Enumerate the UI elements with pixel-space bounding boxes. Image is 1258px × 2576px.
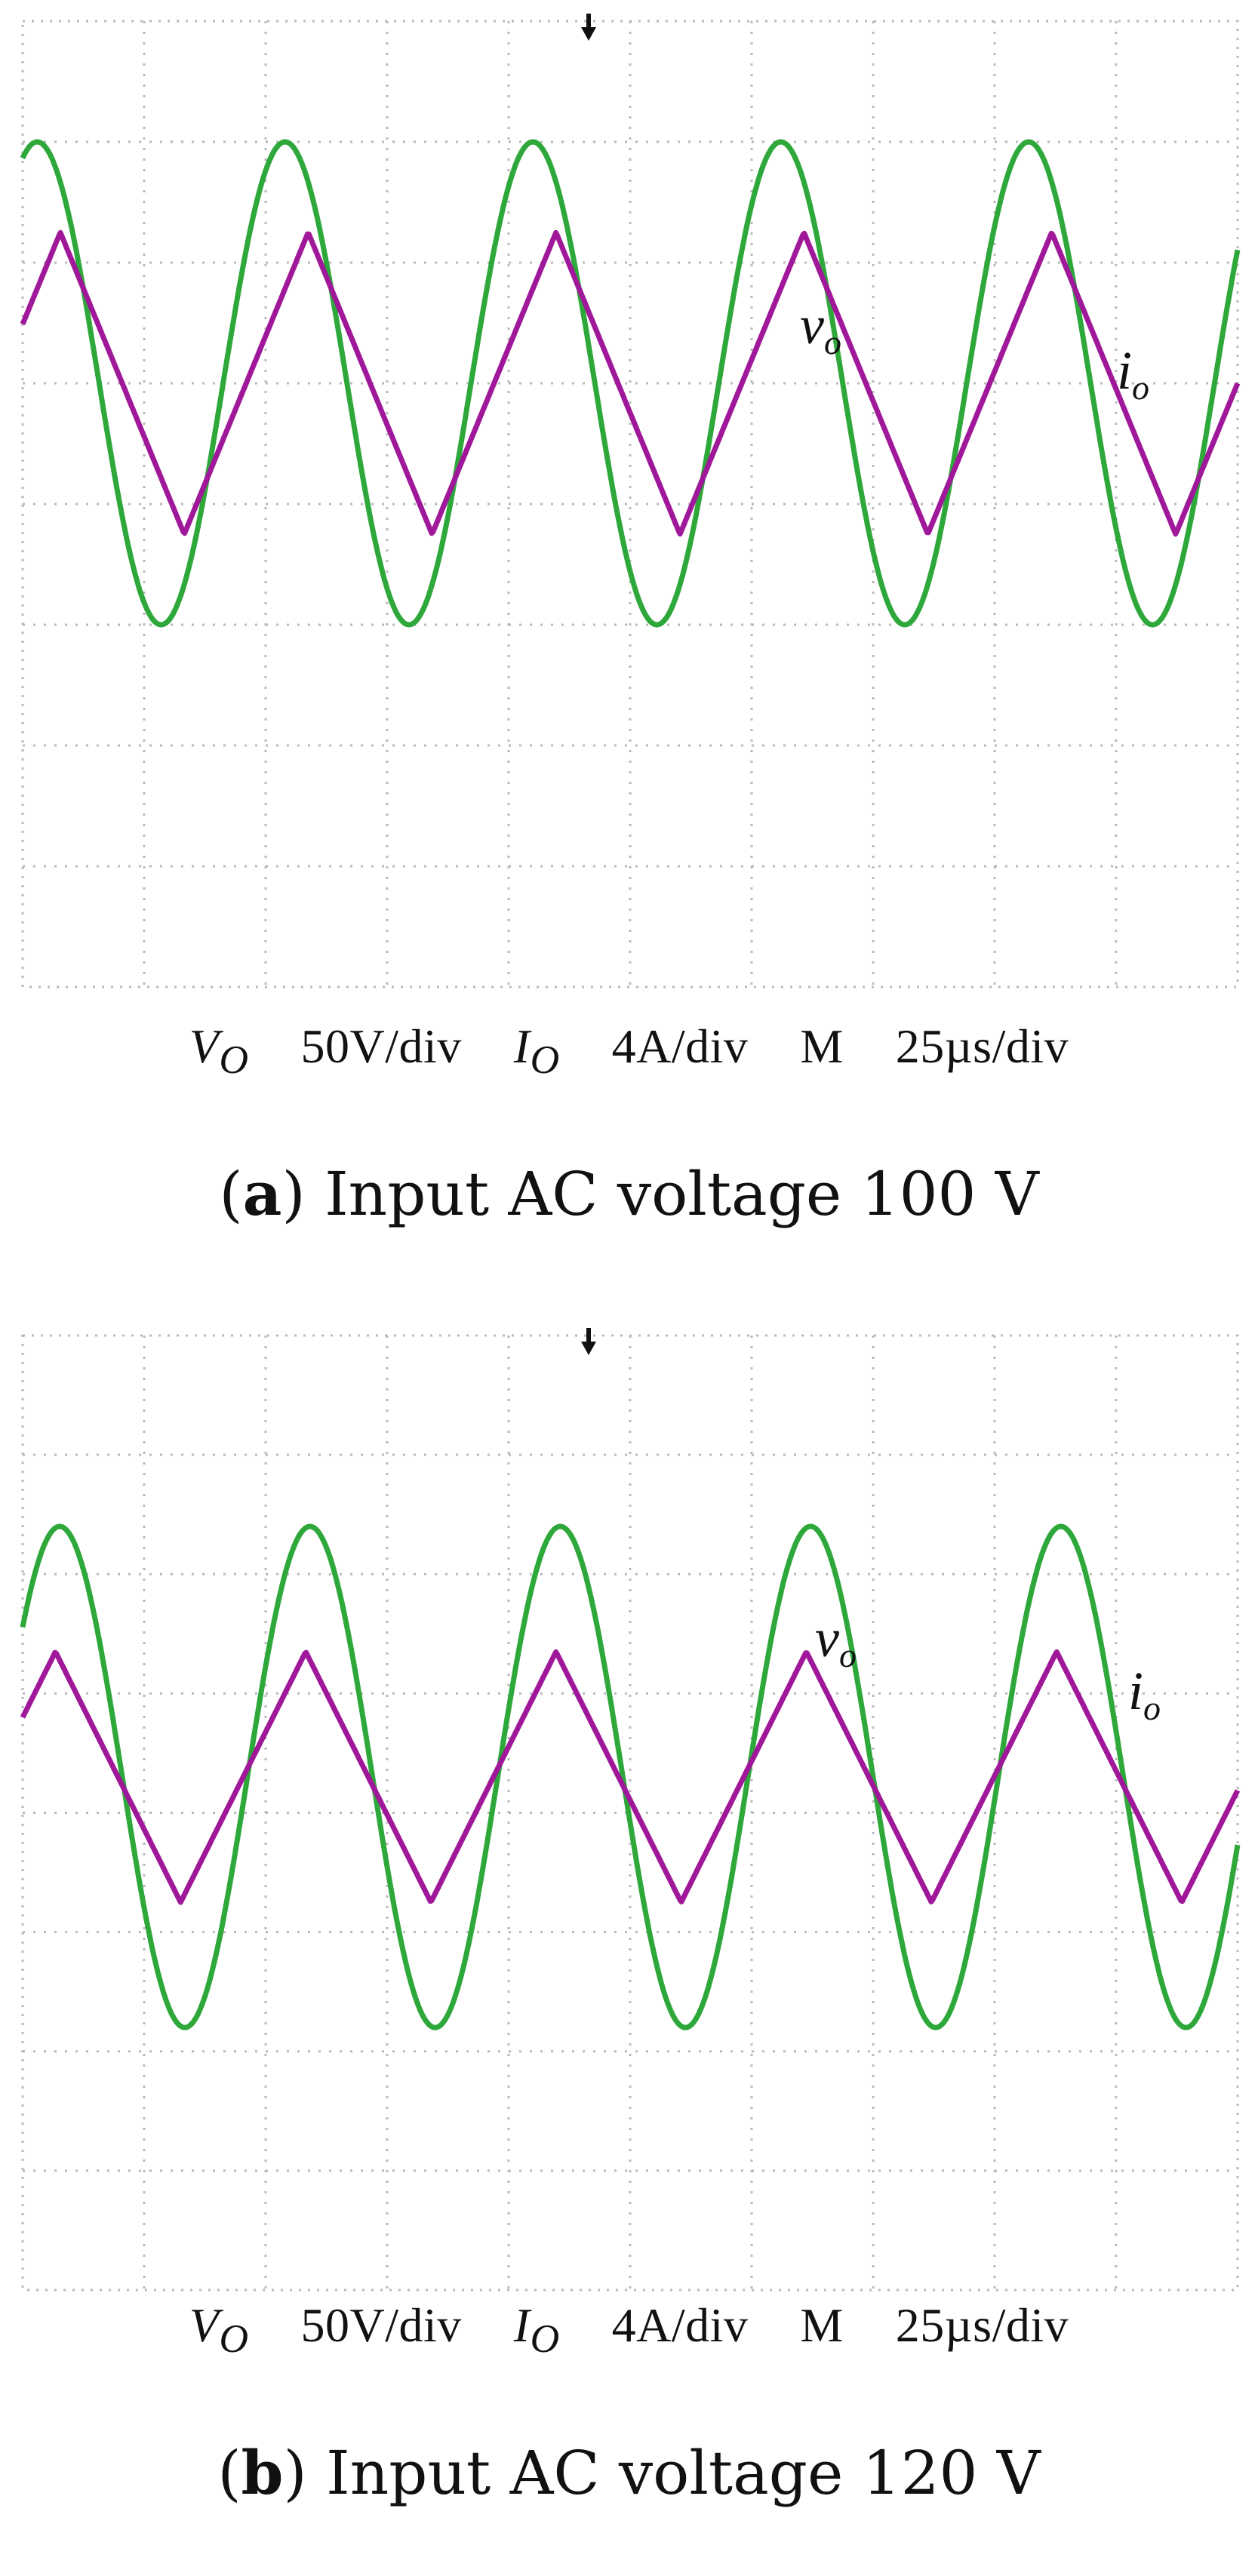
- series-io-trace: [20, 229, 1241, 537]
- vo-symbol: VO: [189, 2298, 249, 2361]
- trigger-marker-icon: [581, 14, 596, 41]
- io-scale: 4A/div: [611, 2298, 749, 2352]
- oscilloscope-plot-b: vo io: [20, 1328, 1241, 2292]
- caption-a: (a) Input AC voltage 100 V: [219, 1158, 1039, 1229]
- oscilloscope-plot-a: vo io: [20, 14, 1241, 988]
- scale-settings-a: VO 50V/div IO 4A/div M 25µs/div: [0, 1019, 1258, 1083]
- vo-scale: 50V/div: [300, 1019, 462, 1073]
- scope-panel-b: vo io VO 50V/div IO 4A/div M 25µs/div (b)…: [0, 1320, 1258, 2576]
- io-trace-label: io: [1128, 1661, 1161, 1727]
- io-scale: 4A/div: [611, 1019, 749, 1073]
- caption-b: (b) Input AC voltage 120 V: [217, 2437, 1041, 2508]
- series-vo-trace: [20, 139, 1241, 628]
- io-symbol: IO: [513, 2298, 560, 2361]
- io-symbol: IO: [513, 1019, 560, 1082]
- vo-scale: 50V/div: [300, 2298, 462, 2352]
- scope-panel-a: vo io VO 50V/div IO 4A/div M 25µs/div (a)…: [0, 14, 1258, 1229]
- scale-settings-b: VO 50V/div IO 4A/div M 25µs/div: [0, 2298, 1258, 2362]
- vo-symbol: VO: [189, 1019, 249, 1082]
- time-label: M: [800, 2298, 844, 2352]
- time-scale: 25µs/div: [895, 1019, 1069, 1073]
- trigger-marker-icon: [581, 1328, 596, 1355]
- series-io-trace: [20, 1649, 1241, 1905]
- io-trace-label: io: [1117, 340, 1149, 407]
- time-scale: 25µs/div: [895, 2298, 1069, 2352]
- series-vo-trace: [20, 1523, 1241, 2030]
- vo-trace-label: vo: [815, 1608, 857, 1674]
- time-label: M: [800, 1019, 844, 1073]
